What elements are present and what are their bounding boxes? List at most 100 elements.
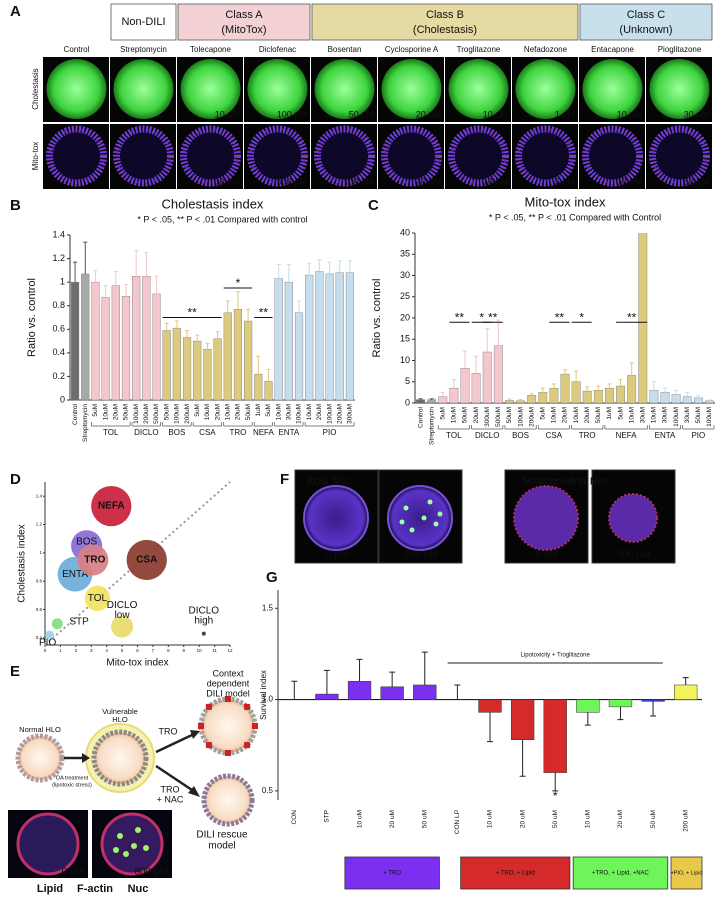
diagram-label: (lipotoxic stress) xyxy=(52,782,92,788)
y-tick-label: 0.5 xyxy=(262,786,274,795)
lipid-droplet xyxy=(123,851,129,857)
stain-label: Lipid xyxy=(37,883,63,895)
x-tick-label: 20uM xyxy=(473,407,480,423)
x-tick-label: 500uM xyxy=(495,407,502,427)
dose-label: 500 µM xyxy=(277,176,307,186)
organoid xyxy=(314,125,375,187)
organoid xyxy=(303,485,369,551)
bubble-label: PIO xyxy=(39,638,56,649)
organoid-nuclei xyxy=(115,128,172,184)
organoid-nuclei xyxy=(584,128,641,184)
error-bar xyxy=(144,252,149,277)
diagram-label: TRO xyxy=(161,784,180,794)
error-bar xyxy=(215,331,220,339)
x-tick-label: 50uM xyxy=(695,407,702,423)
error-bar xyxy=(584,712,591,726)
organoid xyxy=(649,59,710,119)
organoid xyxy=(448,59,509,119)
y-tick-label: 1 xyxy=(39,550,42,555)
bar xyxy=(264,380,273,401)
error-bar xyxy=(286,263,291,283)
significance-label: ** xyxy=(555,310,565,324)
lipid-damage xyxy=(244,742,251,749)
organoid xyxy=(46,59,107,119)
x-tick-label: 200uM xyxy=(143,404,150,424)
panel-letter: A xyxy=(10,3,21,20)
bar xyxy=(81,273,90,401)
bubble xyxy=(201,631,206,636)
x-tick-label: 4 xyxy=(105,648,108,653)
bar xyxy=(582,390,592,403)
bar xyxy=(571,381,581,403)
group-bracket xyxy=(504,425,537,430)
x-tick-label: 10uM xyxy=(275,404,282,420)
bar xyxy=(449,387,459,403)
dose-label: 10 µM xyxy=(215,109,240,119)
x-tick-label: 10uM xyxy=(204,404,211,420)
organoid-nuclei xyxy=(249,128,306,184)
x-tick-label: 10 xyxy=(197,648,203,653)
y-tick-label: 5 xyxy=(405,376,410,386)
group-label: CSA xyxy=(546,431,563,440)
significance-label: ** xyxy=(259,306,269,320)
legend-box xyxy=(460,856,571,890)
panel-letter: G xyxy=(266,569,278,586)
dose-label: 50 µM xyxy=(349,109,374,119)
x-tick-label: 10uM xyxy=(306,404,313,420)
x-tick-label: 100uM xyxy=(326,404,333,424)
x-tick-label: 300uM xyxy=(484,407,491,427)
x-tick-label: 5uM xyxy=(539,407,546,420)
x-tick-label: 30uM xyxy=(286,404,293,420)
x-tick-label: 200 uM xyxy=(682,810,689,832)
diagram-label: Normal HLO xyxy=(19,725,61,734)
bubble-label: BOS xyxy=(76,536,97,547)
stain-label: ROS xyxy=(306,477,328,488)
x-tick-label: 30uM xyxy=(639,407,646,423)
class-name: Class B xyxy=(426,9,464,21)
bar xyxy=(193,340,202,401)
x-tick-label: 50 uM xyxy=(650,810,657,828)
x-tick-label: 50 uM xyxy=(421,810,428,828)
x-tick-label: 12 xyxy=(227,648,233,653)
bar xyxy=(478,699,502,713)
x-tick-label: 1uM xyxy=(255,404,262,417)
dose-label: 50 µM xyxy=(684,176,709,186)
x-tick-label: 6 xyxy=(136,648,139,653)
legend-label: + TRO, + Lipid xyxy=(496,871,535,877)
organoid xyxy=(649,125,710,187)
error-bar xyxy=(225,300,230,313)
organoid xyxy=(201,773,255,827)
compound-label: Streptomycin xyxy=(120,45,167,54)
x-tick-label: 200uM xyxy=(184,404,191,424)
x-tick-label: 10uM xyxy=(628,407,635,423)
organoid-nuclei xyxy=(450,128,507,184)
x-tick-label: 20uM xyxy=(214,404,221,420)
organoid xyxy=(180,125,241,187)
error-bar xyxy=(327,261,332,274)
chart-subtitle: * P < .05, ** P < .01 Compared with cont… xyxy=(137,214,307,224)
organoid-nuclei xyxy=(651,128,708,184)
organoid xyxy=(582,125,643,187)
lipid-droplet xyxy=(143,845,149,851)
bubble-label: DICLO xyxy=(189,605,220,616)
error-bar xyxy=(440,391,445,397)
x-tick-label: 20 uM xyxy=(617,810,624,828)
dose-label: 100 µM xyxy=(277,109,307,119)
compound-label: Control xyxy=(64,45,90,54)
lipid-droplet xyxy=(113,847,119,853)
significance-label: * xyxy=(236,276,241,290)
x-tick-label: 1uM xyxy=(606,407,613,420)
bar xyxy=(335,272,344,401)
class-sub: (Unknown) xyxy=(619,24,672,36)
error-bar xyxy=(551,383,556,389)
organoid xyxy=(91,729,149,787)
error-bar xyxy=(103,285,108,298)
group-bracket xyxy=(91,422,131,427)
stain-label: Nuc xyxy=(332,477,351,488)
bar xyxy=(560,373,570,403)
error-bar xyxy=(474,355,479,374)
error-bar xyxy=(195,334,200,342)
x-tick-label: 5uM xyxy=(265,404,272,417)
bar xyxy=(380,686,404,700)
x-tick-label: 7 xyxy=(152,648,155,653)
